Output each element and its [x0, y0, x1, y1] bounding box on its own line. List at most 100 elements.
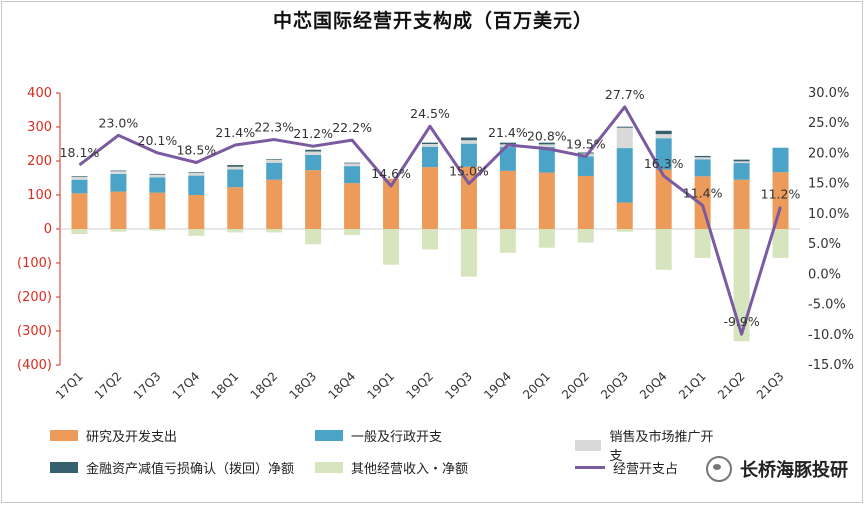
- x-tick-label: 18Q3: [286, 369, 319, 402]
- bar-ga: [616, 148, 633, 203]
- bar-ga: [499, 147, 516, 171]
- bar-rd: [227, 187, 244, 229]
- bar-sm: [110, 171, 127, 174]
- left-tick-label: (400): [17, 358, 52, 373]
- bar-impair: [188, 172, 205, 173]
- legend-label-ga: 一般及行政开支: [351, 430, 443, 445]
- x-tick-label: 19Q4: [481, 369, 514, 402]
- legend-swatch-ga: [315, 430, 343, 441]
- ratio-data-label: 14.6%: [371, 166, 411, 181]
- legend-swatch-impair: [50, 462, 78, 473]
- bar-other: [616, 229, 633, 232]
- bar-sm: [227, 166, 244, 170]
- bar-sm: [188, 172, 205, 176]
- bar-ga: [188, 175, 205, 195]
- bar-sm: [266, 159, 283, 163]
- x-tick-label: 17Q4: [170, 369, 203, 402]
- bar-other: [110, 229, 127, 232]
- legend-item-sm: 销售及市场推广开支: [575, 426, 720, 464]
- wechat-icon: [706, 456, 732, 482]
- right-tick-label: -5.0%: [808, 298, 846, 313]
- ratio-data-label: 11.2%: [761, 187, 801, 202]
- bar-other: [460, 229, 477, 277]
- x-tick-label: 21Q2: [715, 369, 748, 402]
- ratio-data-label: 19.5%: [566, 136, 606, 151]
- legend-swatch-sm: [575, 439, 602, 451]
- x-tick-label: 19Q1: [364, 369, 397, 402]
- bar-ga: [344, 166, 361, 184]
- bar-ga: [71, 179, 88, 194]
- right-tick-label: -10.0%: [808, 328, 854, 343]
- bar-impair: [305, 149, 322, 152]
- legend-label-impair: 金融资产减值亏损确认（拨回）净额: [86, 462, 295, 477]
- ratio-line: [78, 105, 782, 336]
- bar-sm: [655, 134, 672, 139]
- bar-impair: [538, 142, 555, 145]
- ratio-data-label: 24.5%: [410, 106, 450, 121]
- bar-other: [305, 229, 322, 245]
- legend-item-rd: 研究及开发支出: [50, 426, 177, 445]
- x-tick-label: 20Q1: [520, 369, 553, 402]
- bar-ga: [772, 147, 789, 173]
- left-tick-label: (300): [17, 324, 52, 339]
- ratio-data-label: 27.7%: [605, 87, 645, 102]
- ratio-data-label: 16.3%: [644, 156, 684, 171]
- legend-swatch-other: [315, 462, 343, 473]
- bar-other: [383, 229, 400, 265]
- legend-label-sm: 销售及市场推广开支: [609, 430, 714, 464]
- bar-impair: [616, 126, 633, 128]
- ratio-data-label: 15.0%: [449, 164, 489, 179]
- bar-other: [266, 229, 283, 233]
- bar-ga: [305, 154, 322, 171]
- ratio-data-label: 23.0%: [99, 115, 139, 130]
- right-tick-label: 20.0%: [808, 146, 849, 161]
- right-tick-label: 30.0%: [808, 86, 849, 101]
- bar-rd: [344, 183, 361, 229]
- bar-rd: [188, 195, 205, 229]
- bar-impair: [227, 165, 244, 167]
- chart-title: 中芯国际经营开支构成（百万美元）: [272, 10, 593, 32]
- x-tick-label: 17Q2: [92, 369, 125, 402]
- left-tick-label: (100): [17, 256, 52, 271]
- bar-sm: [422, 144, 438, 147]
- x-tick-label: 20Q4: [637, 369, 670, 402]
- bar-ga: [422, 146, 438, 168]
- bar-ga: [538, 147, 555, 173]
- left-tick-label: 200: [27, 154, 52, 169]
- left-tick-label: 100: [27, 188, 52, 203]
- ratio-data-label: 22.2%: [332, 120, 372, 135]
- bar-ga: [655, 138, 672, 170]
- bar-rd: [149, 192, 166, 229]
- ratio-data-label: 20.1%: [138, 133, 178, 148]
- bar-other: [538, 229, 555, 248]
- bar-rd: [383, 178, 400, 229]
- bar-other: [71, 229, 88, 235]
- ratio-data-label: 11.4%: [683, 185, 723, 200]
- legend-label-other: 其他经营收入・净额: [351, 462, 469, 477]
- bar-rd: [460, 166, 477, 229]
- right-tick-label: 5.0%: [808, 237, 841, 252]
- x-tick-label: 19Q2: [403, 369, 436, 402]
- x-tick-label: 17Q3: [131, 369, 164, 402]
- x-tick-label: 20Q2: [559, 369, 592, 402]
- bar-other: [499, 229, 516, 253]
- bar-rd: [655, 169, 672, 229]
- bar-impair: [344, 162, 361, 164]
- bar-sm: [71, 176, 88, 180]
- bar-other: [422, 229, 438, 250]
- x-tick-label: 21Q1: [676, 369, 709, 402]
- bar-other: [733, 229, 750, 342]
- bar-other: [227, 229, 244, 233]
- legend-item-ratio: 经营开支占: [575, 458, 678, 477]
- right-tick-label: 25.0%: [808, 116, 849, 131]
- bar-sm: [694, 157, 711, 160]
- bar-impair: [655, 130, 672, 135]
- bar-other: [772, 229, 789, 258]
- bar-impair: [266, 159, 283, 160]
- bar-rd: [305, 170, 322, 229]
- bar-ga: [266, 162, 283, 180]
- bar-rd: [110, 191, 127, 229]
- legend-swatch-ratio: [575, 466, 605, 469]
- bar-ga: [577, 156, 594, 176]
